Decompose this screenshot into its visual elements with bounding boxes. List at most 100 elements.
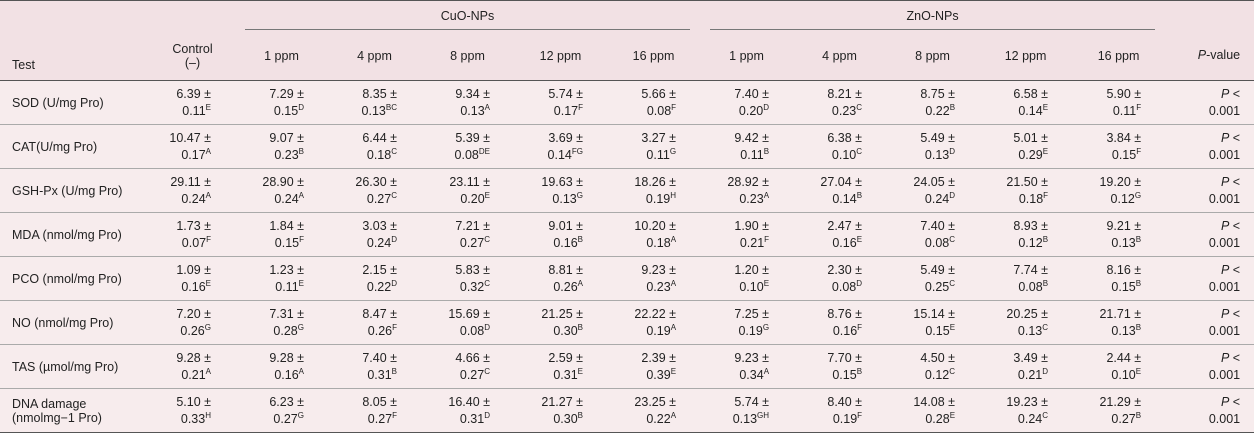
concentration-header: 8 ppm [886, 31, 980, 81]
value-cell: 21.25 ± 0.30B [514, 301, 607, 345]
p-comparator: < [1232, 86, 1241, 101]
value-cell: 9.23 ± 0.23A [607, 257, 700, 301]
value-cell: 10.20 ± 0.18A [607, 213, 700, 257]
value-cell: 10.47 ± 0.17A [150, 125, 235, 169]
sd-value: 0.10 [1111, 367, 1136, 382]
mean-value: 5.83 ± [455, 262, 490, 277]
sd-value: 0.21 [181, 367, 206, 382]
group-letter: D [949, 190, 956, 200]
mean-value: 19.23 ± [1006, 394, 1049, 409]
test-cell: MDA (nmol/mg Pro) [0, 213, 150, 257]
sd-value: 0.15 [274, 235, 300, 250]
sd-line: 0.24D [328, 235, 397, 252]
sd-value: 0.14 [832, 191, 857, 206]
sd-line: 0.20D [700, 103, 769, 120]
group-letter: B [1042, 278, 1049, 288]
value-cell: 7.25 ± 0.19G [700, 301, 793, 345]
p-line: P < [1165, 218, 1240, 235]
mean-value: 20.25 ± [1006, 306, 1049, 321]
mean-value: 9.28 ± [176, 350, 211, 365]
value-cell: 28.92 ± 0.23A [700, 169, 793, 213]
mean-value: 2.47 ± [827, 218, 863, 233]
value-cell: 23.11 ± 0.20E [421, 169, 514, 213]
sd-line: 0.13B [1072, 323, 1141, 340]
sd-value: 0.11 [275, 279, 299, 294]
mean-value: 7.25 ± [734, 306, 770, 321]
sd-line: 0.23C [793, 103, 862, 120]
group-letter: G [297, 410, 304, 420]
mean-value: 23.25 ± [634, 394, 677, 409]
sd-line: 0.08B [979, 279, 1048, 296]
group-letter: E [484, 190, 490, 200]
data-row: NO (nmol/mg Pro) 7.20 ±0.26G 7.31 ±0.28G 8.… [0, 301, 1254, 345]
sd-line: 0.24C [979, 411, 1048, 428]
group-letter: B [763, 146, 770, 156]
sd-value: 0.11 [740, 147, 764, 162]
sd-value: 0.16 [181, 279, 206, 294]
mean-value: 1.23 ± [269, 262, 304, 277]
sd-value: 0.25 [924, 279, 950, 294]
group-letter: D [391, 234, 397, 244]
group-letter: D [484, 410, 490, 420]
sd-line: 0.08F [607, 103, 676, 120]
sd-value: 0.28 [273, 323, 298, 338]
p-value: 0.001 [1208, 235, 1241, 250]
sd-line: 0.13BC [328, 103, 397, 120]
sd-line: 0.13B [1072, 235, 1141, 252]
mean-value: 23.11 ± [449, 174, 490, 189]
group-letter: E [763, 278, 770, 288]
sd-line: 0.08C [886, 235, 955, 252]
p-value: 0.001 [1208, 103, 1241, 118]
group-letter: G [1134, 190, 1142, 200]
sd-line: 0.10E [1072, 367, 1141, 384]
sd-line: 0.29E [979, 147, 1048, 164]
mean-value: 3.27 ± [641, 130, 677, 145]
value-cell: 5.01 ± 0.29E [979, 125, 1072, 169]
sd-line: 0.20E [421, 191, 490, 208]
value-cell: 8.05 ± 0.27F [328, 389, 421, 433]
value-cell: 8.81 ± 0.26A [514, 257, 607, 301]
p-line: P < [1165, 86, 1240, 103]
sd-value: 0.27 [459, 367, 485, 382]
sd-value: 0.27 [459, 235, 485, 250]
sd-line: 0.12G [1072, 190, 1142, 208]
sd-value: 0.31 [459, 411, 485, 426]
mean-value: 5.39 ± [455, 130, 490, 145]
p-value-cell: P <0.001 [1165, 345, 1254, 389]
concentration-header: 12 ppm [979, 31, 1073, 81]
group-name: ZnO-NPs [710, 3, 1156, 30]
mean-value: 28.90 ± [262, 174, 304, 189]
sd-line: 0.15F [235, 235, 304, 252]
mean-value: 7.21 ± [455, 218, 490, 233]
sd-value: 0.27 [367, 411, 393, 426]
p-line: P < [1165, 262, 1240, 279]
mean-value: 9.28 ± [269, 350, 304, 365]
sd-line: 0.16A [235, 367, 304, 384]
p-symbol: P [1220, 350, 1230, 365]
mean-value: 7.31 ± [269, 306, 304, 321]
sd-line: 0.22A [607, 411, 676, 428]
value-cell: 5.90 ± 0.11F [1072, 81, 1165, 125]
sd-value: 0.30 [553, 411, 578, 426]
mean-value: 21.25 ± [541, 306, 583, 321]
mean-value: 5.49 ± [920, 262, 956, 277]
sd-line: 0.27F [328, 411, 397, 428]
value-cell: 7.21 ± 0.27C [421, 213, 514, 257]
concentration-label: 4 ppm [822, 48, 857, 63]
mean-value: 6.58 ± [1013, 86, 1049, 101]
sd-value: 0.27 [366, 191, 392, 206]
sd-line: 0.34A [700, 367, 769, 384]
mean-value: 5.74 ± [548, 86, 583, 101]
mean-value: 8.16 ± [1106, 262, 1142, 277]
value-cell: 1.84 ± 0.15F [235, 213, 328, 257]
group-letter: A [763, 190, 770, 200]
value-cell: 7.40 ± 0.31B [328, 345, 421, 389]
mean-value: 6.39 ± [176, 86, 211, 101]
group-letter: B [1135, 410, 1142, 420]
sd-value: 0.31 [367, 367, 392, 382]
sd-value: 0.34 [739, 367, 764, 382]
sd-line: 0.08D [793, 279, 862, 296]
mean-value: 1.90 ± [734, 218, 770, 233]
value-cell: 5.10 ± 0.33H [150, 389, 235, 433]
sd-value: 0.18 [366, 147, 392, 162]
